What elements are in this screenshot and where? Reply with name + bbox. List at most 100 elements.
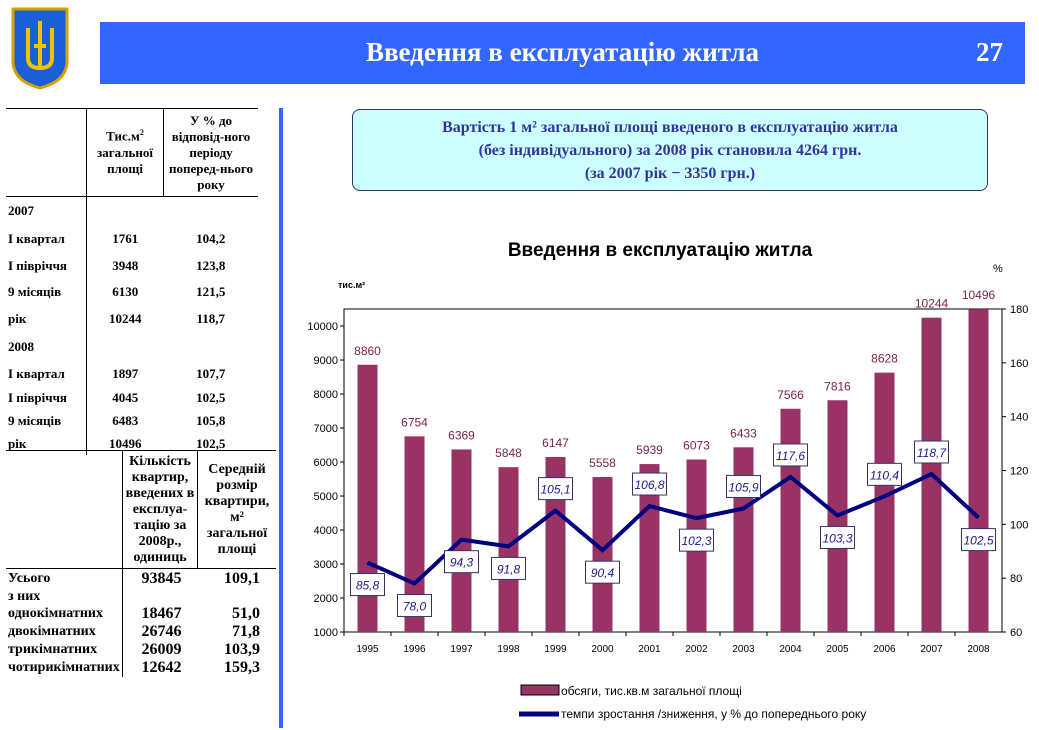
line-label: 85,8 [356, 579, 380, 593]
line-label: 78,0 [403, 600, 427, 614]
table-cell: 10496 [86, 432, 164, 455]
table-cell: 10244 [86, 304, 164, 333]
table-row: з них [6, 588, 276, 605]
line-label: 94,3 [450, 556, 474, 570]
legend-bar-label: обсяги, тис.кв.м загальної площі [561, 684, 742, 698]
table-cell: 105,8 [196, 412, 226, 428]
line-label-box [444, 550, 479, 574]
table-cell: 102,5 [196, 389, 226, 405]
table-cell: 109,1 [224, 569, 260, 587]
bar-label: 8860 [354, 344, 381, 358]
table-cell: 104,2 [196, 230, 226, 246]
line-label: 117,6 [776, 449, 805, 463]
line-label-box [538, 477, 573, 501]
y2-tick-label: 160 [1010, 358, 1028, 370]
table-cell: 1897 [86, 360, 164, 387]
table-cell: I півріччя [8, 389, 67, 405]
x-tick-label: 2004 [779, 644, 802, 655]
bar-label: 6369 [448, 428, 475, 442]
y-tick-label: 9000 [314, 355, 338, 367]
divider [279, 108, 283, 728]
x-tick-label: 2006 [873, 644, 896, 655]
table-row: однокімнатних 18467 51,0 [6, 604, 276, 623]
t1-header-1: Тис.м [106, 128, 140, 144]
y-axis-label: тис.м² [338, 280, 365, 290]
growth-line [366, 471, 980, 586]
t2-header-1: Кількість квартир, введених в експлуа-та… [122, 450, 198, 569]
table-cell: чотирикімнатних [8, 659, 120, 675]
bar [498, 467, 519, 632]
y-tick-label: 10000 [307, 321, 338, 333]
bar [874, 372, 895, 632]
table-cell: Усього [8, 570, 51, 586]
coat-of-arms-icon [10, 6, 70, 90]
page-number: 27 [976, 37, 1003, 67]
table-cell: 26746 [122, 622, 198, 641]
line-label-box [961, 528, 996, 552]
quarterly-table: Тис.м2 загальної площі У % до відповід-но… [6, 108, 258, 455]
y-tick-label: 5000 [314, 491, 338, 503]
bar [780, 408, 801, 632]
line-label: 105,9 [728, 480, 758, 494]
line-label-box [726, 474, 761, 498]
table-cell: двокімнатних [8, 623, 96, 639]
bar-label: 8628 [871, 352, 898, 366]
table-row: двокімнатних 26746 71,8 [6, 622, 276, 641]
y-tick-label: 4000 [314, 525, 338, 537]
table-row: I півріччя 4045 102,5 [6, 386, 258, 409]
y2-tick-label: 100 [1010, 519, 1028, 531]
table-cell: 9 місяців [8, 412, 62, 428]
table-cell: 102,5 [196, 435, 226, 451]
table-cell: 103,9 [224, 640, 260, 658]
bar-label: 6073 [683, 439, 710, 453]
x-tick-label: 2005 [826, 644, 849, 655]
table-row: рік 10244 118,7 [6, 304, 258, 333]
table-row: Усього 93845 109,1 [6, 568, 276, 589]
bar-label: 6147 [542, 436, 569, 450]
table-cell: 123,8 [196, 257, 226, 273]
table-cell: рік [8, 310, 27, 326]
table-cell: 6130 [86, 278, 164, 305]
table-cell: трикімнатних [8, 641, 98, 657]
table-cell: 118,7 [196, 310, 226, 326]
line-label-box [914, 440, 949, 464]
table-row: 2008 [6, 332, 259, 361]
table-cell: 2008 [8, 338, 34, 354]
cost-note: Вартість 1 м² загальної площі введеного … [352, 109, 988, 191]
y-tick-label: 1000 [314, 627, 338, 639]
table-cell [86, 196, 164, 225]
y-tick-label: 8000 [314, 389, 338, 401]
y-tick-label: 2000 [314, 593, 338, 605]
x-tick-label: 2002 [685, 644, 708, 655]
line-label: 103,3 [822, 531, 852, 545]
y2-axis-label: % [993, 263, 1003, 275]
y2-tick-label: 180 [1010, 304, 1028, 316]
y2-tick-label: 120 [1010, 466, 1028, 478]
legend-line-label: темпи зростання /зниження, у % до попере… [561, 707, 866, 721]
table-cell: 107,7 [196, 365, 226, 381]
bar-label: 6754 [401, 415, 428, 429]
header-banner: Введення в експлуатацію житла 27 [100, 22, 1025, 84]
table-cell [164, 333, 259, 361]
y2-tick-label: 80 [1010, 573, 1022, 585]
table-cell: 2007 [8, 202, 34, 218]
table-cell: однокімнатних [8, 605, 103, 621]
line-label-box [350, 573, 385, 597]
table-cell: 12642 [122, 658, 198, 677]
note-line-1: Вартість 1 м² загальної площі введеного … [442, 119, 898, 136]
x-tick-label: 1996 [403, 644, 426, 655]
x-tick-label: 2001 [638, 644, 661, 655]
table-cell: 18467 [122, 604, 198, 623]
y-tick-label: 3000 [314, 559, 338, 571]
line-label: 90,4 [591, 566, 615, 580]
t1-header-2: У % до відповід-ного періоду поперед-ньо… [169, 112, 253, 192]
bar [968, 309, 989, 632]
bar-label: 5848 [495, 446, 522, 460]
x-tick-label: 2007 [920, 644, 943, 655]
bar-label: 6433 [730, 426, 757, 440]
t1-sup: 2 [139, 128, 144, 138]
t1-header-1b: загальної площі [96, 144, 153, 176]
y2-tick-label: 140 [1010, 412, 1028, 424]
table-cell: 51,0 [232, 604, 260, 622]
line-label: 118,7 [917, 446, 947, 460]
